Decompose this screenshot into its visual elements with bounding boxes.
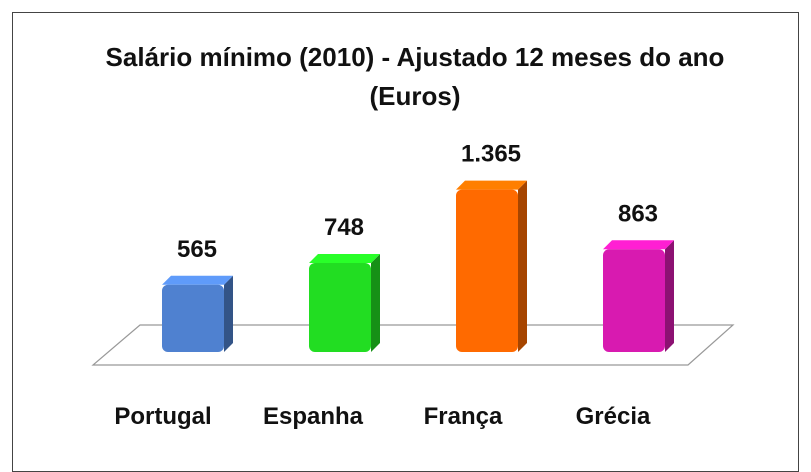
- bar: [309, 262, 371, 352]
- floor: [91, 324, 735, 366]
- chart: 565 Portugal 748 Espanha 1.365 França 863 Gréci…: [91, 141, 735, 430]
- x-tick-label: Portugal: [114, 403, 211, 430]
- bar: [603, 249, 665, 352]
- x-tick-label: Espanha: [263, 403, 364, 430]
- bar-side: [665, 240, 674, 352]
- bar-top: [456, 180, 527, 190]
- bar-top: [603, 240, 674, 250]
- x-tick-label: França: [424, 403, 503, 430]
- bar-top: [309, 253, 380, 263]
- bar-side: [518, 180, 527, 352]
- data-label: 748: [324, 214, 364, 241]
- bar-side: [224, 275, 233, 352]
- page: Salário mínimo (2010) - Ajustado 12 mese…: [12, 12, 799, 472]
- x-tick-label: Grécia: [576, 403, 651, 430]
- bar-top: [162, 275, 233, 285]
- bar: [456, 189, 518, 352]
- data-label: 1.365: [461, 141, 521, 168]
- data-label: 863: [618, 200, 658, 227]
- chart-title: Salário mínimo (2010) - Ajustado 12 mese…: [105, 42, 725, 111]
- data-label: 565: [177, 236, 217, 263]
- bar-side: [371, 253, 380, 352]
- bar: [162, 284, 224, 352]
